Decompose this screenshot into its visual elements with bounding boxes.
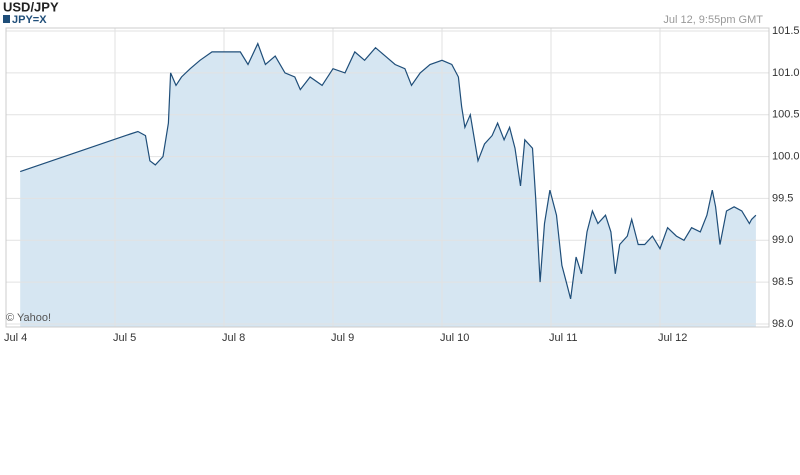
legend-label: JPY=X xyxy=(12,14,47,26)
y-tick-label: 99.0 xyxy=(772,234,793,246)
x-tick-label: Jul 5 xyxy=(113,332,136,344)
y-tick-label: 101.5 xyxy=(772,25,800,37)
area xyxy=(20,43,756,327)
x-tick-label: Jul 12 xyxy=(658,332,687,344)
x-tick-label: Jul 4 xyxy=(4,332,27,344)
y-tick-label: 98.0 xyxy=(772,318,793,330)
x-tick-label: Jul 8 xyxy=(222,332,245,344)
y-tick-label: 98.5 xyxy=(772,276,793,288)
chart-title: USD/JPY xyxy=(3,0,59,14)
line xyxy=(20,42,757,300)
timestamp: Jul 12, 9:55pm GMT xyxy=(663,14,763,26)
x-tick-label: Jul 9 xyxy=(331,332,354,344)
y-tick-label: 100.5 xyxy=(772,109,800,121)
x-tick-label: Jul 10 xyxy=(440,332,469,344)
plot-frame xyxy=(5,27,770,328)
legend-swatch xyxy=(3,15,10,23)
credit: © Yahoo! xyxy=(6,312,51,324)
y-tick-label: 101.0 xyxy=(772,67,800,79)
y-tick-label: 99.5 xyxy=(772,192,793,204)
x-tick-label: Jul 11 xyxy=(549,332,578,344)
y-tick-label: 100.0 xyxy=(772,150,800,162)
